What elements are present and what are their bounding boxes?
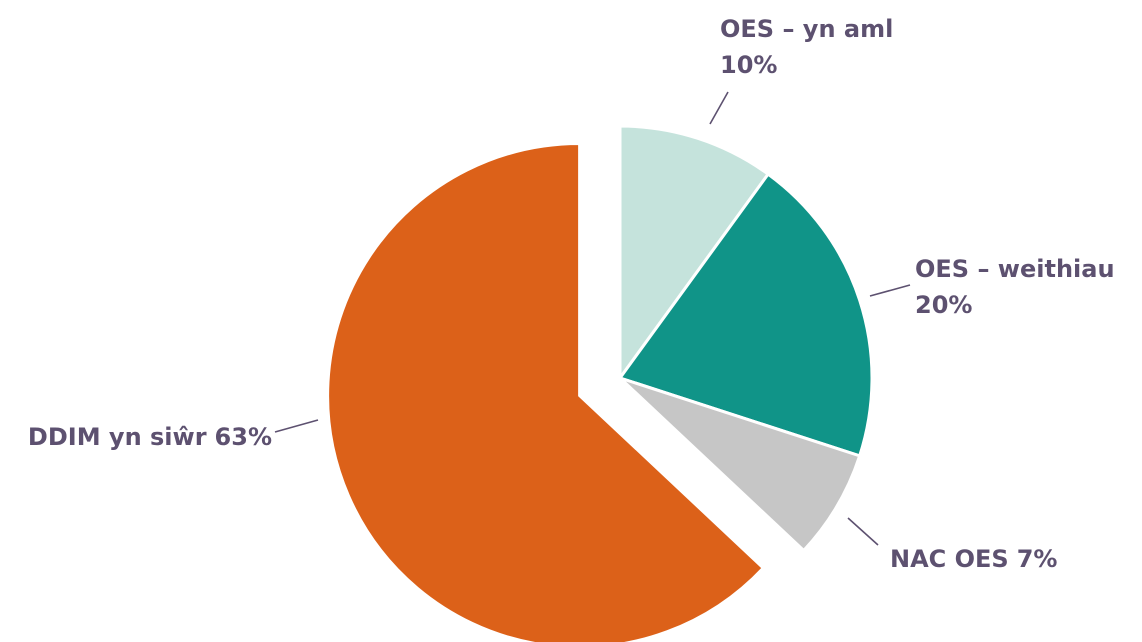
slice-label: OES – weithiau 20%	[915, 255, 1115, 319]
leader-line	[709, 91, 729, 125]
pie-slice	[326, 141, 766, 642]
slice-label-value: 63%	[215, 423, 272, 451]
slice-label: DDIM yn siŵr 63%	[28, 423, 272, 451]
slice-label-name: DDIM yn siŵr	[28, 423, 207, 451]
leader-line	[274, 419, 319, 433]
leader-line	[869, 284, 911, 297]
slice-label: OES – yn aml 10%	[720, 15, 893, 79]
slice-label-name: OES – yn aml	[720, 15, 893, 43]
slice-label: NAC OES 7%	[890, 545, 1057, 573]
pie-slice	[617, 172, 874, 458]
slice-label-value: 20%	[915, 291, 972, 319]
slice-label-value: 7%	[1017, 545, 1058, 573]
slice-label-name: OES – weithiau	[915, 255, 1115, 283]
pie-slice	[618, 124, 771, 383]
pie-slice	[618, 376, 862, 553]
slice-label-value: 10%	[720, 51, 777, 79]
slice-label-name: NAC OES	[890, 545, 1009, 573]
leader-line	[847, 517, 879, 546]
